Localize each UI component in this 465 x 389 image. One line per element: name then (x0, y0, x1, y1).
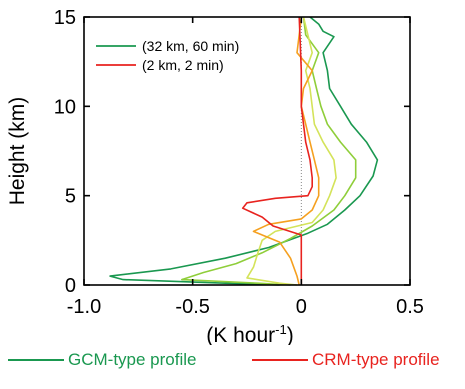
x-axis-label-main: (K hour (206, 324, 275, 345)
plot-background (84, 17, 410, 285)
series-line-1 (181, 16, 357, 286)
plot-area (84, 17, 410, 285)
legend-label-0: (32 km, 60 min) (142, 38, 239, 54)
y-axis-label: Height (km) (6, 97, 29, 206)
y-tick-label: 15 (54, 7, 76, 29)
x-tick-label: -1.0 (67, 296, 101, 318)
x-tick-label: -0.5 (175, 296, 209, 318)
y-tick-label: 10 (54, 96, 76, 118)
y-tick-label: 0 (65, 275, 76, 297)
crm-legend-swatch (252, 359, 308, 361)
x-axis-label: (K hour-1) (206, 322, 293, 345)
series-line-3 (252, 16, 320, 286)
x-axis-label-sup: -1 (275, 322, 287, 337)
gcm-legend-label: GCM-type profile (68, 350, 197, 369)
crm-legend-label: CRM-type profile (312, 350, 440, 369)
gcm-legend-swatch (8, 359, 64, 361)
crm-legend-entry: CRM-type profile (252, 348, 440, 372)
x-tick-label: 0.5 (396, 296, 424, 318)
series-line-2 (246, 16, 337, 286)
y-tick-label: 5 (65, 186, 76, 208)
gcm-legend-entry: GCM-type profile (8, 348, 196, 372)
legend: (32 km, 60 min) (2 km, 2 min) (96, 38, 239, 73)
plot-frame (83, 16, 411, 286)
chart: -1.0 -0.5 0 0.5 0 5 10 15 (32 km, 60 min) (2 km,… (6, 7, 424, 345)
x-axis-label-end: ) (287, 324, 294, 345)
x-tick-label: 0 (296, 296, 307, 318)
series-line-0 (109, 16, 379, 286)
axes: -1.0 -0.5 0 0.5 0 5 10 15 (54, 7, 424, 318)
legend-label-4: (2 km, 2 min) (142, 57, 224, 73)
series-layer (109, 16, 379, 286)
series-line-4 (241, 16, 313, 285)
